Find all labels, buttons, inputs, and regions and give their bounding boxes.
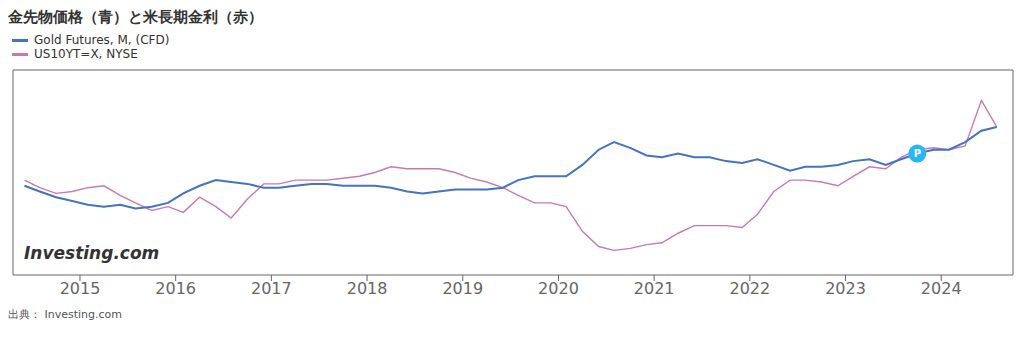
html-text:US10YT=X, NYSE: US10YT=X, NYSE — [34, 47, 138, 61]
html-text:出典： Investing.com: 出典： Investing.com — [8, 308, 122, 321]
html-text:金先物価格（青）と米長期金利（赤）: 金先物価格（青）と米長期金利（赤） — [8, 8, 263, 26]
svg-text:2023: 2023 — [825, 279, 866, 298]
svg-text:2020: 2020 — [538, 279, 579, 298]
svg-text:2017: 2017 — [251, 279, 292, 298]
svg-text:2015: 2015 — [60, 279, 101, 298]
svg-text:2022: 2022 — [729, 279, 770, 298]
html-text:Investing.com: Investing.com — [24, 243, 160, 263]
svg-text:2018: 2018 — [347, 279, 388, 298]
svg-text:2019: 2019 — [442, 279, 483, 298]
svg-text:2024: 2024 — [921, 279, 962, 298]
svg-text:2021: 2021 — [634, 279, 675, 298]
svg-text:2016: 2016 — [155, 279, 196, 298]
html-text:Gold Futures, M, (CFD): Gold Futures, M, (CFD) — [34, 33, 170, 47]
svg-text:P: P — [914, 148, 921, 159]
